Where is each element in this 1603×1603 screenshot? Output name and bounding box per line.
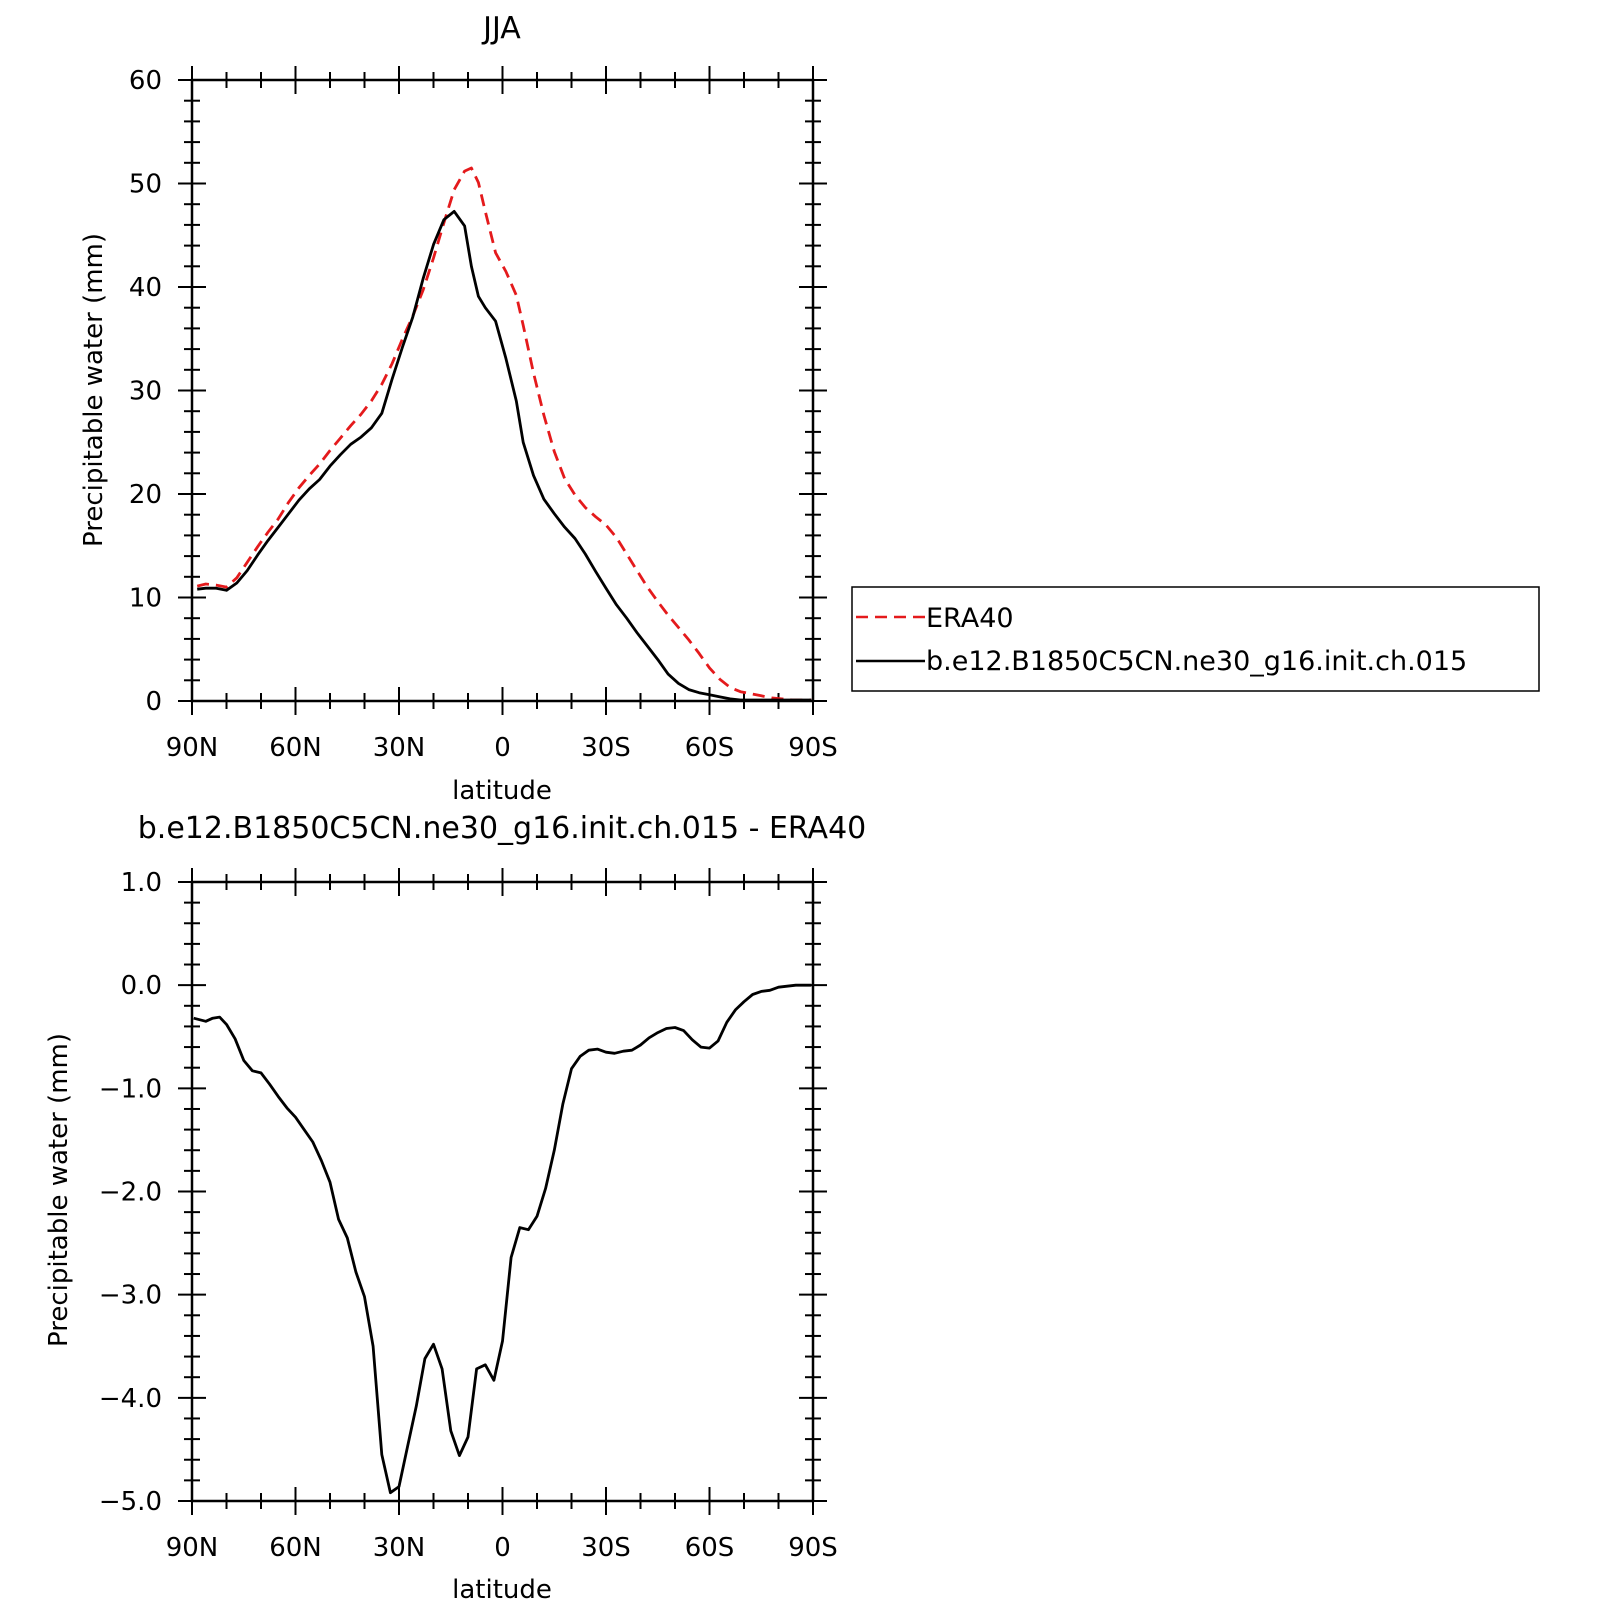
x-tick-label: 90N bbox=[166, 1533, 219, 1563]
x-tick-label: 30N bbox=[373, 733, 426, 763]
x-tick-label: 60S bbox=[685, 733, 735, 763]
y-tick-label: −1.0 bbox=[99, 1074, 162, 1104]
x-tick-label: 30S bbox=[581, 1533, 631, 1563]
top-chart-series bbox=[196, 166, 812, 702]
y-tick-label: 1.0 bbox=[121, 868, 162, 898]
legend-box bbox=[851, 586, 1540, 692]
top-chart-title: JJA bbox=[481, 11, 521, 46]
x-tick-label: 0 bbox=[494, 1533, 511, 1563]
y-tick-label: 20 bbox=[129, 480, 162, 510]
bottom-chart-frame bbox=[190, 880, 815, 1503]
y-tick-label: 40 bbox=[129, 273, 162, 303]
top-chart-x-tick-labels: 90N 60N 30N 0 30S 60S 90S bbox=[166, 733, 838, 763]
bottom-chart-y-tick-labels: 1.0 0.0 −1.0 −2.0 −3.0 −4.0 −5.0 bbox=[99, 868, 162, 1517]
bottom-chart: b.e12.B1850C5CN.ne30_g16.init.ch.015 - E… bbox=[44, 811, 866, 1603]
bottom-chart-ticks bbox=[178, 868, 827, 1515]
x-tick-label: 90S bbox=[788, 733, 838, 763]
x-tick-label: 30S bbox=[581, 733, 631, 763]
y-tick-label: 10 bbox=[129, 584, 162, 614]
y-tick-label: −3.0 bbox=[99, 1281, 162, 1311]
x-tick-label: 0 bbox=[494, 733, 511, 763]
series-line-0 bbox=[196, 166, 812, 702]
series-line-1 bbox=[197, 209, 812, 702]
x-tick-label: 90N bbox=[166, 733, 219, 763]
top-chart-frame bbox=[190, 78, 815, 703]
series-line-0 bbox=[193, 983, 812, 1495]
legend-label-model: b.e12.B1850C5CN.ne30_g16.init.ch.015 bbox=[926, 646, 1467, 677]
bottom-chart-x-axis-title: latitude bbox=[452, 1575, 552, 1603]
top-chart-x-axis-title: latitude bbox=[452, 776, 552, 806]
y-tick-label: −2.0 bbox=[99, 1178, 162, 1208]
bottom-chart-series bbox=[193, 983, 812, 1495]
bottom-chart-x-tick-labels: 90N 60N 30N 0 30S 60S 90S bbox=[166, 1533, 838, 1563]
top-chart-ticks bbox=[178, 66, 827, 715]
x-tick-label: 60N bbox=[269, 1533, 322, 1563]
x-tick-label: 30N bbox=[373, 1533, 426, 1563]
top-chart-y-axis-title: Precipitable water (mm) bbox=[79, 233, 109, 547]
y-tick-label: 60 bbox=[129, 66, 162, 96]
y-tick-label: 30 bbox=[129, 377, 162, 407]
y-tick-label: 0.0 bbox=[121, 971, 162, 1001]
y-tick-label: 0 bbox=[145, 687, 162, 717]
top-chart: JJA 90N 60N 30N 0 30S 60S 90S 0 10 20 30 40 50 60 la… bbox=[79, 11, 838, 806]
y-tick-label: 50 bbox=[129, 170, 162, 200]
bottom-chart-y-axis-title: Precipitable water (mm) bbox=[44, 1033, 74, 1347]
x-tick-label: 60N bbox=[269, 733, 322, 763]
legend-label-era40: ERA40 bbox=[926, 603, 1014, 634]
legend: ERA40 b.e12.B1850C5CN.ne30_g16.init.ch.0… bbox=[851, 586, 1540, 692]
y-tick-label: −4.0 bbox=[99, 1384, 162, 1414]
y-tick-label: −5.0 bbox=[99, 1487, 162, 1517]
x-tick-label: 60S bbox=[685, 1533, 735, 1563]
bottom-chart-title: b.e12.B1850C5CN.ne30_g16.init.ch.015 - E… bbox=[138, 811, 867, 846]
top-chart-y-tick-labels: 0 10 20 30 40 50 60 bbox=[129, 66, 162, 717]
x-tick-label: 90S bbox=[788, 1533, 838, 1563]
